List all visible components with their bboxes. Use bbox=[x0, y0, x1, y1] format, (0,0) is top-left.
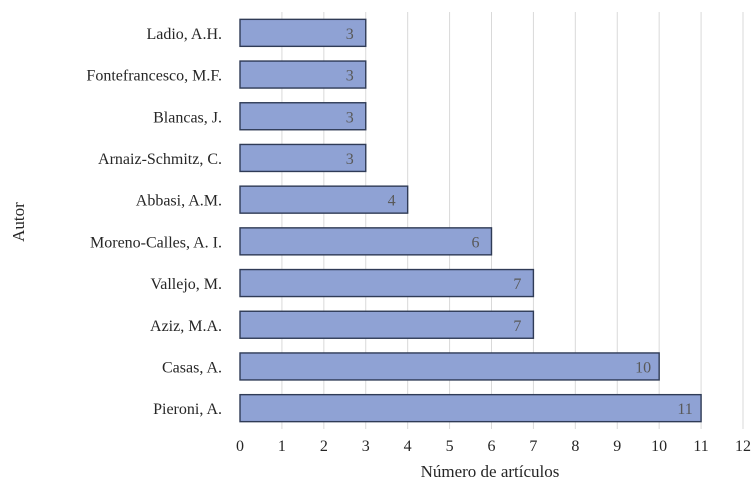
x-tick-label: 12 bbox=[735, 438, 751, 455]
category-label: Moreno-Calles, A. I. bbox=[90, 234, 222, 251]
category-label: Blancas, J. bbox=[153, 109, 222, 126]
data-label: 4 bbox=[388, 193, 396, 210]
bar bbox=[239, 268, 535, 298]
bar bbox=[239, 310, 535, 339]
bar bbox=[239, 102, 367, 131]
data-label: 3 bbox=[346, 68, 354, 85]
data-label: 3 bbox=[346, 151, 354, 168]
x-tick-label: 1 bbox=[278, 438, 286, 455]
category-label: Pieroni, A. bbox=[153, 401, 222, 418]
category-label: Aziz, M.A. bbox=[150, 318, 222, 335]
data-label: 3 bbox=[346, 109, 354, 126]
bar bbox=[239, 185, 409, 214]
data-label: 7 bbox=[513, 276, 521, 293]
x-tick-label: 6 bbox=[488, 438, 496, 455]
data-label: 10 bbox=[635, 359, 651, 376]
bars bbox=[239, 18, 702, 423]
data-label: 11 bbox=[677, 401, 692, 418]
category-label: Abbasi, A.M. bbox=[136, 193, 222, 210]
x-tick-label: 7 bbox=[529, 438, 537, 455]
x-tick-label: 0 bbox=[236, 438, 244, 455]
bar bbox=[239, 60, 367, 89]
data-label: 3 bbox=[346, 26, 354, 43]
data-label: 6 bbox=[472, 234, 480, 251]
bar bbox=[239, 18, 367, 48]
x-tick-label: 5 bbox=[446, 438, 454, 455]
x-axis-title: Número de artículos bbox=[421, 462, 560, 481]
x-tick-label: 9 bbox=[613, 438, 621, 455]
x-tick-label: 10 bbox=[651, 438, 667, 455]
bar bbox=[239, 393, 702, 423]
category-label: Vallejo, M. bbox=[150, 276, 222, 293]
x-tick-label: 2 bbox=[320, 438, 328, 455]
bar bbox=[239, 227, 493, 256]
data-label: 7 bbox=[513, 318, 521, 335]
x-tick-label: 8 bbox=[571, 438, 579, 455]
category-label: Fontefrancesco, M.F. bbox=[86, 68, 222, 85]
x-tick-label: 4 bbox=[404, 438, 412, 455]
bar bbox=[239, 352, 660, 381]
category-label: Ladio, A.H. bbox=[146, 26, 222, 43]
category-label: Casas, A. bbox=[162, 359, 222, 376]
category-label: Arnaiz-Schmitz, C. bbox=[98, 151, 222, 168]
bar bbox=[239, 143, 367, 173]
x-tick-label: 3 bbox=[362, 438, 370, 455]
y-axis-title: Autor bbox=[9, 202, 28, 242]
x-tick-label: 11 bbox=[693, 438, 708, 455]
